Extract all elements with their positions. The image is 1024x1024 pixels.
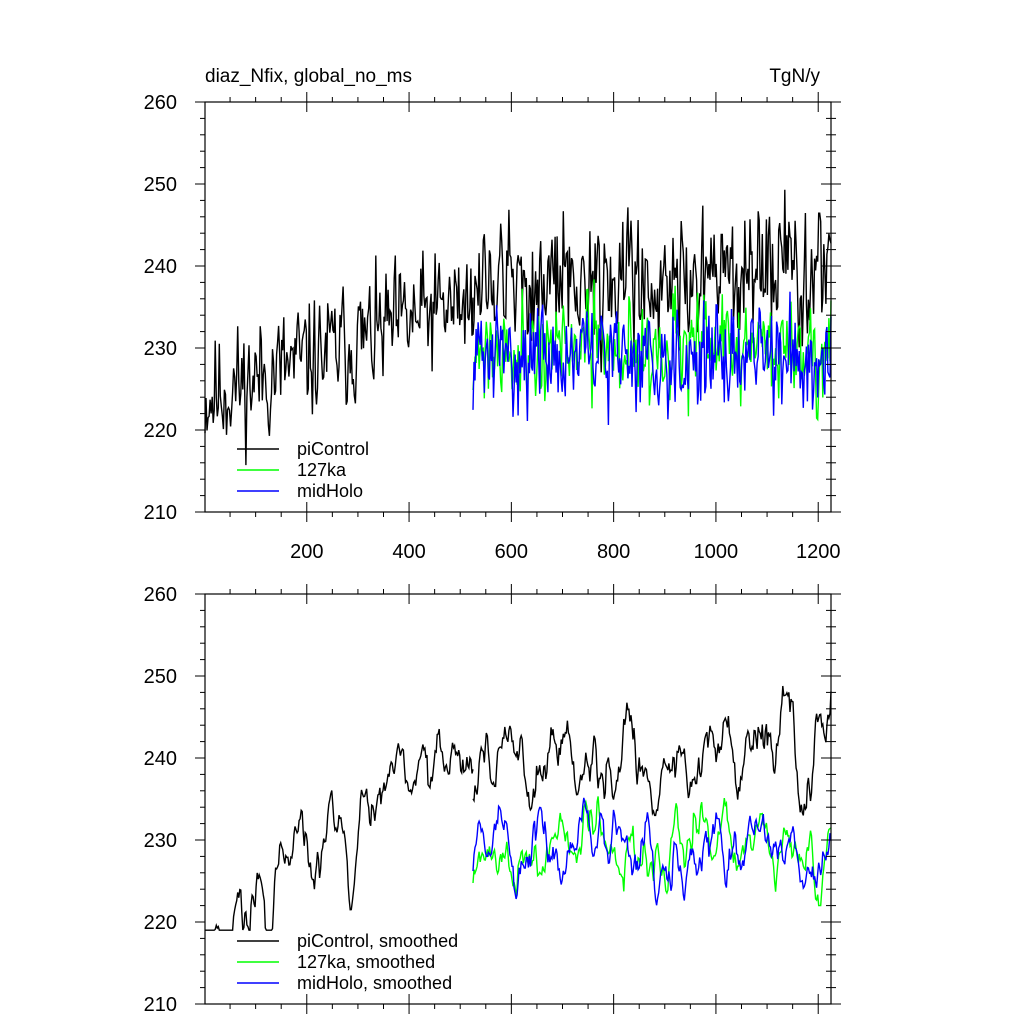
series-line-picontrol xyxy=(472,189,832,373)
series-line-midholo-smoothed xyxy=(472,797,832,906)
y-tick-label: 250 xyxy=(144,174,177,196)
legend-label: midHolo, smoothed xyxy=(297,973,452,993)
bottom-panel: 210 220 230 240 250 260 piControl, smoothed12… xyxy=(144,584,841,1016)
chart-title: diaz_Nfix, global_no_ms xyxy=(205,66,412,87)
ticks-layer: 210 220 230 240 250 260 xyxy=(144,584,841,1016)
y-tick-label: 240 xyxy=(144,748,177,770)
y-tick-label: 230 xyxy=(144,338,177,360)
y-tick-label: 250 xyxy=(144,666,177,688)
y-tick-label: 210 xyxy=(144,994,177,1016)
y-tick-label: 230 xyxy=(144,830,177,852)
y-tick-label: 240 xyxy=(144,256,177,278)
x-tick-label: 1200 xyxy=(796,541,841,563)
x-tick-label: 1000 xyxy=(694,541,739,563)
series-line-picontrol-smoothed xyxy=(205,728,474,931)
x-tick-label: 200 xyxy=(290,541,323,563)
x-tick-label: 400 xyxy=(392,541,425,563)
series-layer xyxy=(205,685,832,931)
y-tick-label: 220 xyxy=(144,912,177,934)
plot-frame xyxy=(204,101,832,513)
series-line-picontrol-smoothed xyxy=(472,685,832,817)
legend-label: piControl, smoothed xyxy=(297,931,458,951)
y-tick-label: 210 xyxy=(144,502,177,524)
units-label: TgN/y xyxy=(769,66,820,87)
series-line-127ka xyxy=(472,279,832,422)
legend-label: piControl xyxy=(297,439,369,459)
ticks-layer: 210 220 230 240 250 260 200 400 600 800 1000 1200 xyxy=(144,92,841,563)
y-tick-label: 260 xyxy=(144,92,177,114)
x-tick-label: 800 xyxy=(597,541,630,563)
plot-frame xyxy=(204,593,832,1005)
series-layer xyxy=(204,189,832,466)
legend-label: 127ka, smoothed xyxy=(297,952,435,972)
top-panel: diaz_Nfix, global_no_ms TgN/y 2102202302… xyxy=(144,66,841,563)
legend-label: midHolo xyxy=(297,481,363,501)
series-line-picontrol xyxy=(204,250,474,466)
series-line-midholo xyxy=(472,291,832,426)
legend-label: 127ka xyxy=(297,460,347,480)
y-tick-label: 260 xyxy=(144,584,177,606)
x-tick-label: 600 xyxy=(495,541,528,563)
y-tick-label: 220 xyxy=(144,420,177,442)
